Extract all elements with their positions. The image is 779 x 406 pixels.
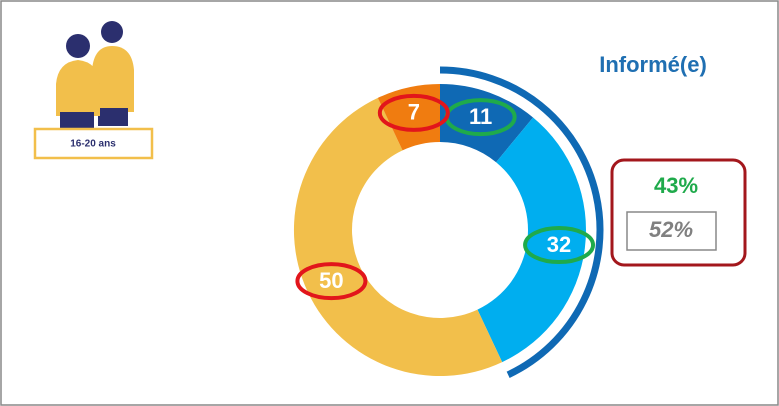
data-label: 32 bbox=[547, 232, 571, 257]
data-label: 50 bbox=[319, 268, 343, 293]
chart-title: Informé(e) bbox=[599, 52, 707, 77]
data-label: 7 bbox=[408, 100, 420, 125]
chart: 16-20 ans Informé(e) 43% 52% 11 32 50 7 bbox=[0, 0, 779, 406]
age-label: 16-20 ans bbox=[70, 139, 116, 150]
data-label: 11 bbox=[469, 104, 492, 129]
reference-share: 52% bbox=[649, 217, 693, 242]
page: 16-20 ans Informé(e) 43% 52% 1132507 (()… bbox=[0, 0, 779, 406]
informed-share: 43% bbox=[654, 173, 698, 198]
